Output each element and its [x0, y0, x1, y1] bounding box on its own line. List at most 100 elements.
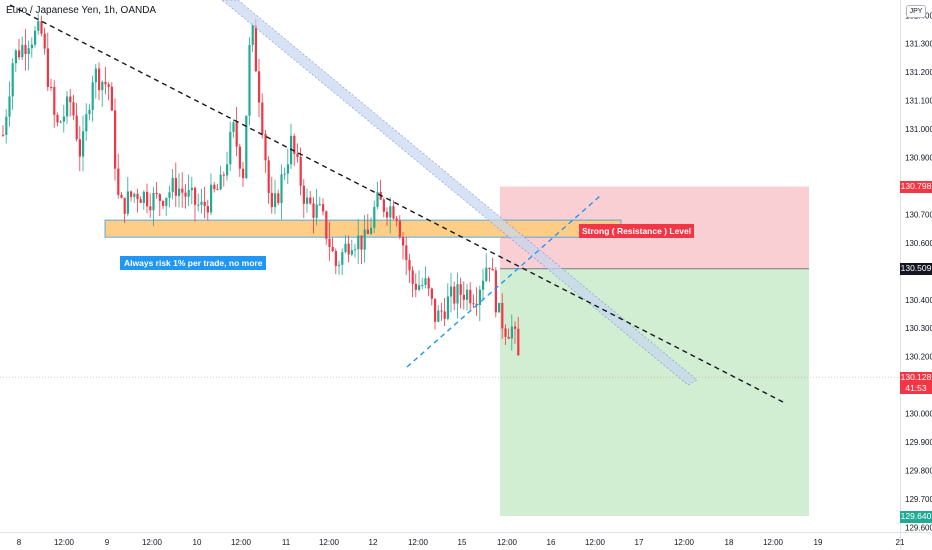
candle-body: [466, 290, 468, 300]
target-price-tag: 129.640: [900, 511, 932, 523]
candle-body: [181, 189, 183, 193]
candle-body: [34, 31, 36, 45]
candle-body: [495, 270, 497, 312]
candle-body: [28, 48, 30, 54]
candle-body: [127, 191, 129, 213]
candle-body: [159, 194, 161, 201]
candle-body: [280, 174, 282, 203]
stop-price-tag: 130.798: [900, 181, 932, 193]
candle-body: [463, 295, 465, 300]
candle-body: [344, 244, 346, 252]
x-tick-label: 12:00: [142, 538, 163, 547]
candle-body: [37, 21, 39, 31]
candle-body: [364, 230, 366, 250]
candle-body: [216, 189, 218, 190]
candle-body: [351, 250, 353, 254]
y-tick-label: 131.200: [905, 68, 932, 77]
candle-body: [56, 115, 58, 123]
x-tick-label: 17: [635, 538, 644, 547]
candle-body: [508, 337, 510, 339]
candle-body: [245, 116, 247, 178]
candle-body: [386, 212, 388, 218]
candle-body: [220, 175, 222, 190]
candle-body: [408, 260, 410, 270]
candle-body: [239, 147, 241, 169]
y-tick-label: 130.600: [905, 239, 932, 248]
x-tick-label: 10: [193, 538, 202, 547]
risk-note-label: Always risk 1% per trade, no more: [120, 256, 266, 270]
y-tick-label: 129.900: [905, 438, 932, 447]
y-tick-label: 129.700: [905, 495, 932, 504]
candle-body: [66, 97, 68, 117]
x-tick-label: 9: [105, 538, 110, 547]
candle-body: [18, 50, 20, 57]
candle-body: [306, 198, 308, 204]
x-tick-label: 12:00: [763, 538, 784, 547]
x-tick-label: 12:00: [585, 538, 606, 547]
candle-body: [271, 193, 273, 207]
symbol-title[interactable]: Euro / Japanese Yen, 1h, OANDA: [6, 5, 156, 16]
candle-body: [213, 185, 215, 189]
candle-body: [338, 265, 340, 266]
current-price-tag: 130.128 41:53: [900, 372, 932, 394]
candle-body: [124, 198, 126, 214]
candle-body: [284, 174, 286, 175]
candle-body: [184, 193, 186, 197]
x-tick-label: 12:00: [674, 538, 695, 547]
candle-body: [120, 195, 122, 198]
candle-body: [341, 252, 343, 265]
candle-body: [204, 202, 206, 206]
candle-body: [485, 268, 487, 281]
candle-body: [136, 194, 138, 199]
candle-body: [319, 204, 321, 205]
candle-body: [197, 205, 199, 206]
candle-body: [76, 116, 78, 140]
candle-body: [460, 284, 462, 295]
candle-body: [447, 296, 449, 318]
candle-body: [210, 185, 212, 213]
candle-body: [450, 287, 452, 297]
candle-body: [511, 327, 513, 339]
candle-body: [412, 270, 414, 283]
candle-body: [133, 194, 135, 197]
entry-price-tag: 130.509: [900, 263, 932, 275]
candle-body: [303, 186, 305, 204]
candle-body: [370, 228, 372, 234]
y-tick-label: 130.900: [905, 154, 932, 163]
x-tick-label: 12:00: [54, 538, 75, 547]
candle-body: [191, 188, 193, 190]
candle-body: [316, 205, 318, 218]
candle-body: [431, 289, 433, 299]
countdown-value: 41:53: [900, 383, 932, 394]
candle-body: [98, 69, 100, 91]
candle-body: [332, 247, 334, 251]
y-tick-label: 130.700: [905, 210, 932, 219]
candle-body: [434, 299, 436, 322]
candle-body: [149, 206, 151, 210]
candle-body: [226, 164, 228, 175]
candle-body: [188, 190, 190, 197]
candle-body: [300, 157, 302, 186]
candle-body: [479, 290, 481, 305]
candle-body: [162, 201, 164, 206]
candle-body: [223, 175, 225, 176]
current-price-value: 130.128: [900, 372, 932, 383]
y-tick-label: 131.100: [905, 97, 932, 106]
candle-body: [360, 236, 362, 250]
currency-badge[interactable]: JPY: [906, 5, 926, 18]
y-tick-label: 131.300: [905, 40, 932, 49]
candle-body: [277, 193, 279, 203]
candle-body: [236, 122, 238, 146]
candle-body: [24, 45, 26, 54]
y-tick-label: 130.200: [905, 353, 932, 362]
x-tick-label: 12:00: [497, 538, 518, 547]
candle-body: [63, 117, 65, 122]
candle-body: [287, 164, 289, 173]
candle-body: [389, 206, 391, 217]
y-tick-label: 129.600: [905, 523, 932, 532]
candle-body: [402, 237, 404, 245]
candle-body: [354, 249, 356, 250]
x-tick-label: 12:00: [408, 538, 429, 547]
